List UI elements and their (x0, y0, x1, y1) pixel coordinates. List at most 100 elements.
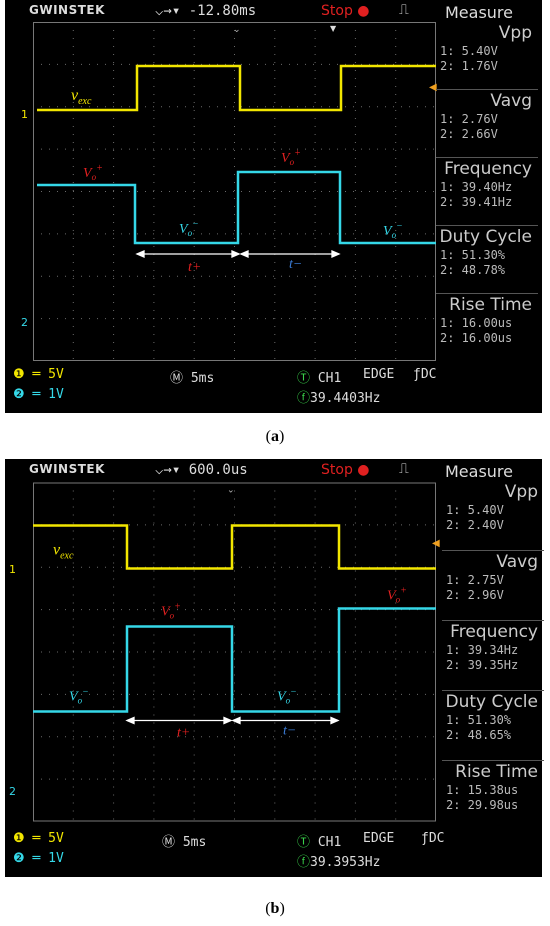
brand-logo: GWINSTEK (29, 3, 105, 17)
coupling[interactable]: ƒDC (413, 367, 436, 382)
t-minus-label: t− (289, 257, 302, 272)
top-status-bar: GWINSTEK ⌵→▾ -12.80ms Stop ● ⎍ Measure (5, 0, 542, 22)
brand-logo: GWINSTEK (29, 462, 105, 476)
ch2-scale-value: 1V (48, 387, 64, 402)
measure-frequency[interactable]: Frequency 1: 39.34Hz 2: 39.35Hz (442, 621, 544, 691)
trigger-badge-icon: Ⓣ (297, 371, 311, 386)
measure-vavg[interactable]: Vavg 1: 2.76V 2: 2.66V (436, 90, 538, 158)
measure-name: Vpp (498, 23, 532, 43)
timebase-badge-icon: Ⓜ (170, 371, 184, 386)
vo-minus-label-2: Vo− (277, 687, 297, 706)
trigger-position-icon: ⌄ (227, 486, 235, 496)
measure-frequency[interactable]: Frequency 1: 39.40Hz 2: 39.41Hz (436, 158, 538, 226)
vo-minus-label-1: Vo− (179, 219, 199, 238)
vo-minus-label-1: Vo− (69, 687, 89, 706)
measure-ch1-value: 1: 51.30% (440, 248, 506, 262)
ch1-badge-icon: ❶ (13, 831, 25, 846)
measure-name: Vpp (504, 482, 538, 502)
t-plus-label: t+ (177, 726, 190, 741)
measure-ch2-value: 2: 48.78% (440, 263, 506, 277)
trigger-frequency: ⓕ39.4403Hz (297, 387, 380, 406)
oscilloscope-screen-b: GWINSTEK ⌵→▾ 600.0us Stop ● ⎍ Measure ve… (5, 459, 544, 877)
measure-vavg[interactable]: Vavg 1: 2.75V 2: 2.96V (442, 551, 544, 621)
timebase[interactable]: Ⓜ 5ms (162, 831, 206, 850)
run-status-label: Stop (321, 3, 353, 19)
ch1-scale[interactable]: ❶ ═ 5V (13, 367, 64, 382)
vo-plus-label-1: Vo+ (161, 602, 181, 621)
measure-ch2-value: 2: 2.40V (446, 518, 504, 532)
coupling[interactable]: ƒDC (421, 831, 444, 846)
waveform-display: vexc Vo+ Vo+ Vo− Vo− t+ t− ⌄ ▼ (33, 22, 436, 361)
display-border (33, 482, 436, 822)
trigger-source-value: CH1 (317, 835, 342, 850)
timebase-offset-value: 600.0us (188, 462, 248, 478)
waveform-display: vexc Vo+ Vo+ Vo− Vo− t+ t− ⌄ (33, 482, 436, 822)
vo-minus-label-2: Vo− (383, 221, 403, 240)
coupling-icon: ƒ (421, 831, 429, 846)
trigger-source[interactable]: Ⓣ CH1 (297, 367, 341, 386)
coupling-value: DC (428, 831, 445, 846)
trigger-level-icon: ◀ (429, 82, 437, 93)
trigger-type[interactable]: EDGE (363, 367, 395, 382)
trigger-level-icon: ◀ (432, 538, 440, 549)
measure-ch1-value: 1: 5.40V (440, 44, 498, 58)
trigger-frequency-value: 39.4403Hz (310, 391, 381, 406)
trigger-point-icon: ▼ (330, 24, 337, 33)
vo-plus-label-2: Vo+ (281, 148, 301, 167)
measure-rise-time[interactable]: Rise Time 1: 15.38us 2: 29.98us (442, 761, 544, 825)
timebase[interactable]: Ⓜ 5ms (170, 367, 214, 386)
trigger-position-icon: ⌄ (233, 25, 241, 35)
oscilloscope-screen-a: GWINSTEK ⌵→▾ -12.80ms Stop ● ⎍ Measure v… (5, 0, 542, 413)
timebase-badge-icon: Ⓜ (162, 835, 176, 850)
t-minus-arrow (239, 250, 341, 258)
trigger-frequency-value: 39.3953Hz (310, 855, 381, 870)
coupling-icon: ƒ (413, 367, 421, 382)
measure-duty-cycle[interactable]: Duty Cycle 1: 51.30% 2: 48.78% (436, 226, 538, 294)
ch2-scale[interactable]: ❷ ═ 1V (13, 387, 64, 402)
bottom-status-bar: ❶ ═ 5V ❷ ═ 1V Ⓜ 5ms Ⓣ CH1 EDGE ƒDC ⓕ39.3… (5, 825, 542, 877)
caption-b: (b) (265, 900, 285, 917)
measure-duty-cycle[interactable]: Duty Cycle 1: 51.30% 2: 48.65% (442, 691, 544, 761)
ch1-waveform (37, 64, 436, 112)
timebase-offset: ⌵→▾ 600.0us (155, 462, 248, 478)
trigger-type[interactable]: EDGE (363, 831, 395, 846)
measure-ch2-value: 2: 2.66V (440, 127, 498, 141)
ch2-ground-marker: 2 (9, 785, 16, 798)
top-status-bar: GWINSTEK ⌵→▾ 600.0us Stop ● ⎍ Measure (5, 459, 542, 481)
measure-ch1-value: 1: 51.30% (446, 713, 512, 727)
ch2-scale[interactable]: ❷ ═ 1V (13, 851, 64, 866)
vexc-label: vexc (71, 87, 92, 107)
t-plus-arrow (135, 250, 241, 258)
trigger-edge-icon: ⎍ (399, 2, 409, 18)
measure-vpp[interactable]: Vpp 1: 5.40V 2: 2.40V (442, 481, 544, 551)
measure-ch1-value: 1: 15.38us (446, 783, 519, 797)
vo-plus-label-2: Vo+ (387, 586, 407, 605)
measure-name: Frequency (444, 159, 532, 179)
measure-ch1-value: 1: 5.40V (446, 503, 504, 517)
ch2-ground-marker: 2 (21, 316, 28, 329)
ch2-waveform (37, 170, 436, 245)
ch2-waveform (33, 607, 436, 713)
timebase-value: 5ms (190, 371, 215, 386)
measure-name: Duty Cycle (439, 227, 532, 247)
measure-rise-time[interactable]: Rise Time 1: 16.00us 2: 16.00us (436, 294, 538, 360)
timebase-offset-value: -12.80ms (188, 3, 257, 19)
stop-indicator-icon: ● (357, 3, 370, 19)
measure-ch1-value: 1: 2.75V (446, 573, 504, 587)
trigger-source-value: CH1 (317, 371, 342, 386)
coupling-value: DC (420, 367, 437, 382)
run-status: Stop ● (321, 3, 370, 19)
vexc-label: vexc (53, 542, 74, 562)
run-status-label: Stop (321, 462, 353, 478)
measure-name: Rise Time (455, 762, 538, 782)
measure-vpp[interactable]: Vpp 1: 5.40V 2: 1.76V (436, 22, 538, 90)
ch1-scale[interactable]: ❶ ═ 5V (13, 831, 64, 846)
trigger-edge-icon: ⎍ (399, 461, 409, 477)
ch1-ground-marker: 1 (9, 563, 16, 576)
run-status: Stop ● (321, 462, 370, 478)
freq-badge-icon: ⓕ (297, 855, 311, 870)
trigger-source[interactable]: Ⓣ CH1 (297, 831, 341, 850)
measure-ch2-value: 2: 16.00us (440, 331, 513, 345)
trigger-frequency: ⓕ39.3953Hz (297, 851, 380, 870)
measure-ch1-value: 1: 39.34Hz (446, 643, 519, 657)
